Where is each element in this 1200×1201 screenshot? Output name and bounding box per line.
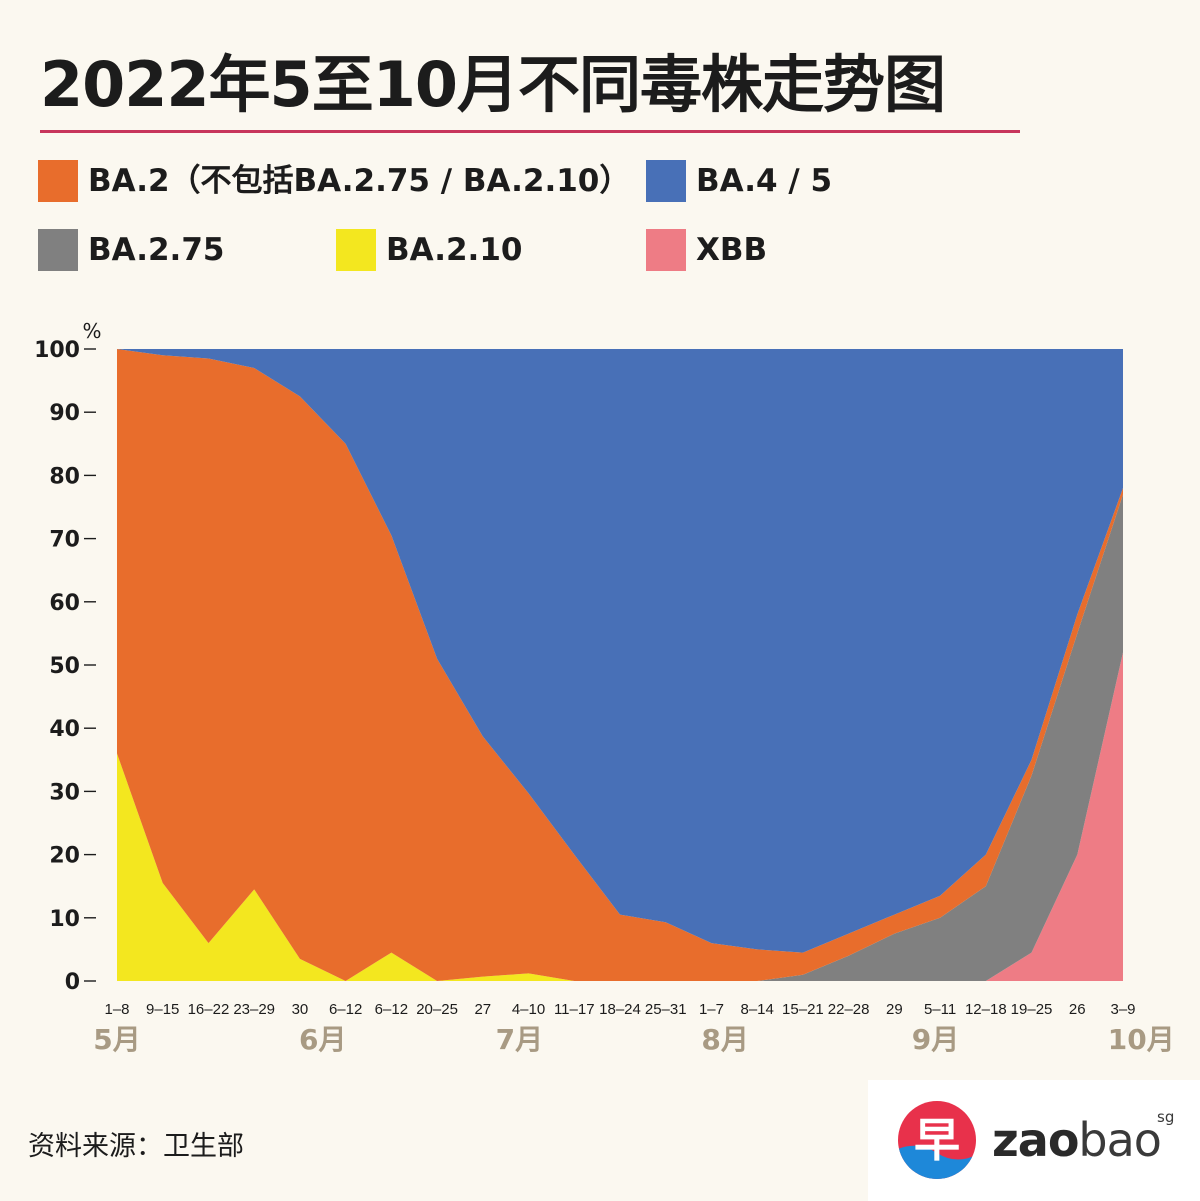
y-axis: 0 10 20 30 40 50 60 70 80 90 100% xyxy=(34,319,101,995)
y-tick-label-9: 90 xyxy=(49,401,80,426)
x-tick-label-5: 6–12 xyxy=(329,1001,362,1018)
logo-word-light: bao xyxy=(1078,1113,1162,1167)
y-tick-label-7: 70 xyxy=(49,528,80,553)
logo-glyph: 早 xyxy=(914,1113,960,1167)
y-unit-label: % xyxy=(82,319,101,343)
x-tick-label-19: 12–18 xyxy=(965,1001,1007,1018)
legend-label-xbb: XBB xyxy=(696,232,768,268)
y-tick-label-2: 20 xyxy=(49,844,80,869)
y-tick-label-6: 60 xyxy=(49,591,80,616)
x-tick-label-2: 16–22 xyxy=(188,1001,230,1018)
x-tick-label-16: 22–28 xyxy=(828,1001,870,1018)
legend-label-ba275: BA.2.75 xyxy=(88,232,225,268)
x-tick-label-15: 15–21 xyxy=(782,1001,824,1018)
month-label-2: 7月 xyxy=(496,1023,543,1056)
stacked-area-chart: 0 10 20 30 40 50 60 70 80 90 100% 1–8 9–15 16–22 23–2… xyxy=(34,319,1175,1056)
x-tick-label-13: 1–7 xyxy=(699,1001,724,1018)
y-tick-label-4: 40 xyxy=(49,717,80,742)
chart-title: 2022年5至10月不同毒株走势图 xyxy=(40,48,946,121)
x-tick-label-0: 1–8 xyxy=(104,1001,129,1018)
month-label-3: 8月 xyxy=(701,1023,748,1056)
logo-suffix: sg xyxy=(1157,1108,1175,1126)
x-tick-label-8: 27 xyxy=(474,1001,491,1018)
legend-swatch-xbb xyxy=(646,229,686,271)
x-tick-label-1: 9–15 xyxy=(146,1001,179,1018)
x-tick-label-6: 6–12 xyxy=(375,1001,408,1018)
x-tick-label-4: 30 xyxy=(292,1001,309,1018)
month-label-0: 5月 xyxy=(93,1023,140,1056)
y-tick-label-1: 10 xyxy=(49,907,80,932)
logo-wordmark: zaobao xyxy=(992,1110,1162,1170)
x-tick-label-20: 19–25 xyxy=(1011,1001,1053,1018)
y-tick-label-10: 100 xyxy=(34,338,80,363)
month-label-4: 9月 xyxy=(912,1023,959,1056)
zaobao-logo: 早 zaobao sg xyxy=(868,1080,1200,1201)
area-series-1 xyxy=(117,494,1123,981)
area-series-4 xyxy=(117,349,1123,953)
x-axis: 1–8 9–15 16–22 23–29 30 6–12 6–12 20–25 27 4–10 11… xyxy=(104,1001,1135,1018)
legend-label-ba2: BA.2（不包括BA.2.75 / BA.2.10） xyxy=(88,163,631,199)
area-series-group xyxy=(117,349,1123,981)
y-tick-label-8: 80 xyxy=(49,464,80,489)
month-label-1: 6月 xyxy=(299,1023,346,1056)
legend-label-ba45: BA.4 / 5 xyxy=(696,163,833,199)
x-tick-label-12: 25–31 xyxy=(645,1001,687,1018)
month-labels: 5月 6月 7月 8月 9月 10月 xyxy=(93,1023,1175,1056)
x-tick-label-11: 18–24 xyxy=(599,1001,641,1018)
x-tick-label-14: 8–14 xyxy=(740,1001,773,1018)
legend-swatch-ba275 xyxy=(38,229,78,271)
month-label-5: 10月 xyxy=(1108,1023,1175,1056)
logo-word-bold: zao xyxy=(992,1113,1079,1167)
area-series-3 xyxy=(117,349,1123,981)
title-underline xyxy=(40,130,1020,133)
x-tick-label-22: 3–9 xyxy=(1110,1001,1135,1018)
x-tick-label-7: 20–25 xyxy=(416,1001,458,1018)
y-tick-label-5: 50 xyxy=(49,654,80,679)
y-tick-label-3: 30 xyxy=(49,780,80,805)
x-tick-label-18: 5–11 xyxy=(924,1001,956,1018)
source-note: 资料来源：卫生部 xyxy=(28,1131,244,1162)
legend-swatch-ba210 xyxy=(336,229,376,271)
legend-label-ba210: BA.2.10 xyxy=(386,232,523,268)
legend-swatch-ba45 xyxy=(646,160,686,202)
y-tick-label-0: 0 xyxy=(65,970,80,995)
x-tick-label-21: 26 xyxy=(1069,1001,1086,1018)
x-tick-label-9: 4–10 xyxy=(512,1001,545,1018)
x-tick-label-10: 11–17 xyxy=(554,1001,595,1018)
zao-logo-icon: 早 xyxy=(898,1101,976,1179)
x-tick-label-17: 29 xyxy=(886,1001,903,1018)
x-tick-label-3: 23–29 xyxy=(233,1001,275,1018)
legend-swatch-ba2 xyxy=(38,160,78,202)
